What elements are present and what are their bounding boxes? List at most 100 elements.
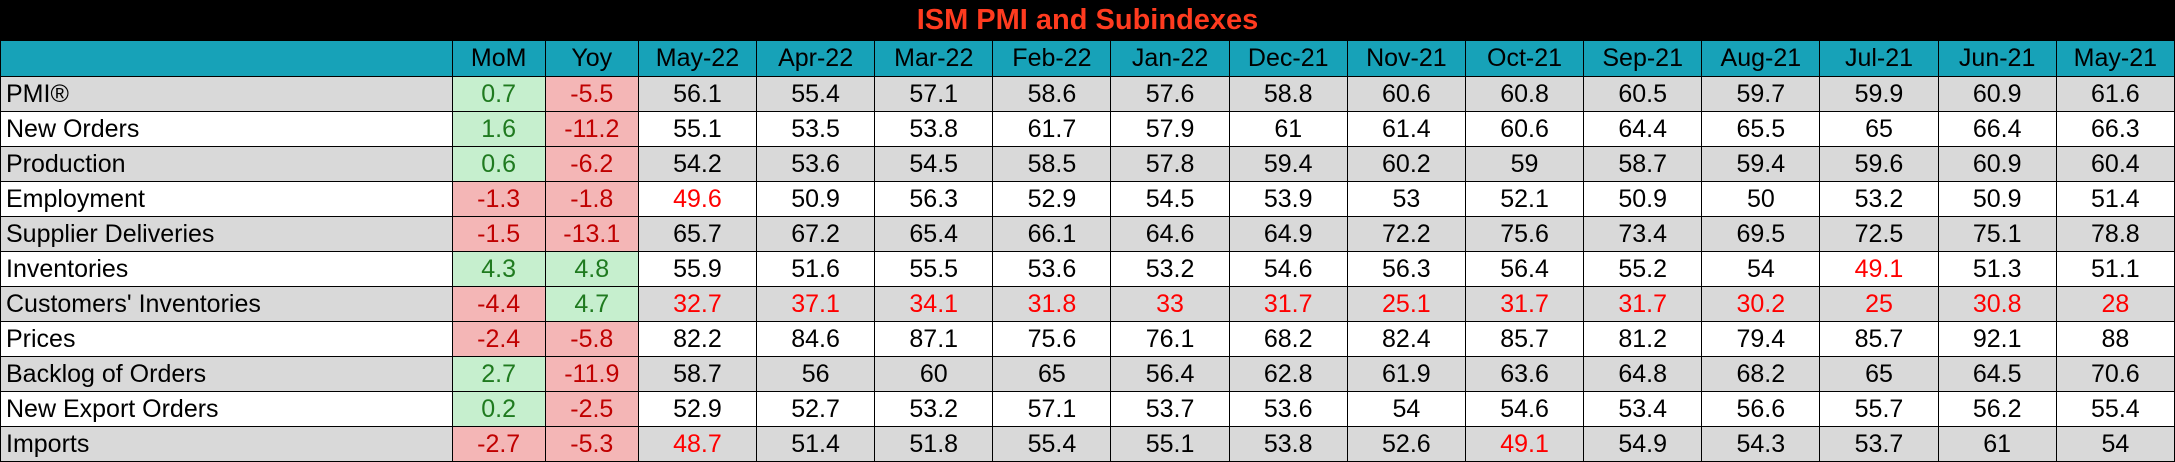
- row-label: Production: [0, 146, 453, 182]
- value-cell: 25: [1819, 286, 1939, 322]
- value-cell: 87.1: [874, 321, 994, 357]
- value-cell: 54.3: [1701, 426, 1821, 462]
- value-cell: 55.9: [637, 251, 758, 287]
- value-cell: 50: [1701, 181, 1821, 217]
- value-cell: 57.1: [992, 391, 1112, 427]
- row-label: Employment: [0, 181, 453, 217]
- value-cell: 49.1: [1464, 426, 1585, 462]
- table-row: Inventories 4.3 4.8 55.9 51.6 55.5 53.6 53.2 54.…: [0, 251, 2175, 287]
- value-cell: 52.9: [992, 181, 1112, 217]
- value-cell: 61.6: [2055, 76, 2175, 112]
- value-cell: 53.2: [1110, 251, 1230, 287]
- yoy-change-cell: -2.5: [544, 391, 639, 427]
- value-cell: 66.1: [992, 216, 1112, 252]
- header-label-cell: [0, 40, 453, 77]
- row-label: Imports: [0, 426, 453, 462]
- value-cell: 81.2: [1583, 321, 1703, 357]
- row-label: Prices: [0, 321, 453, 357]
- value-cell: 60.8: [1464, 76, 1585, 112]
- value-cell: 78.8: [2055, 216, 2175, 252]
- value-cell: 63.6: [1464, 356, 1585, 392]
- mom-change-cell: -1.5: [451, 216, 546, 252]
- yoy-change-cell: 4.7: [544, 286, 639, 322]
- value-cell: 82.4: [1346, 321, 1466, 357]
- mom-change-cell: -1.3: [451, 181, 546, 217]
- row-label: Customers' Inventories: [0, 286, 453, 322]
- value-cell: 62.8: [1228, 356, 1348, 392]
- value-cell: 53.8: [874, 111, 994, 147]
- mom-change-cell: 0.6: [451, 146, 546, 182]
- column-header: Jul-21: [1819, 40, 1939, 77]
- value-cell: 53.8: [1228, 426, 1348, 462]
- value-cell: 85.7: [1819, 321, 1939, 357]
- column-header: Oct-21: [1464, 40, 1585, 77]
- value-cell: 54: [2055, 426, 2175, 462]
- column-header: Feb-22: [992, 40, 1112, 77]
- value-cell: 55.4: [756, 76, 876, 112]
- value-cell: 55.1: [1110, 426, 1230, 462]
- value-cell: 53: [1346, 181, 1466, 217]
- value-cell: 54.9: [1583, 426, 1703, 462]
- yoy-change-cell: -13.1: [544, 216, 639, 252]
- value-cell: 55.1: [637, 111, 758, 147]
- row-label: New Export Orders: [0, 391, 453, 427]
- column-header: May-21: [2055, 40, 2175, 77]
- value-cell: 53.6: [1228, 391, 1348, 427]
- column-header: Apr-22: [756, 40, 876, 77]
- value-cell: 59: [1464, 146, 1585, 182]
- row-label: New Orders: [0, 111, 453, 147]
- value-cell: 57.8: [1110, 146, 1230, 182]
- value-cell: 53.5: [756, 111, 876, 147]
- column-header: Jun-21: [1937, 40, 2057, 77]
- column-header: Mar-22: [874, 40, 994, 77]
- value-cell: 49.1: [1819, 251, 1939, 287]
- value-cell: 60: [874, 356, 994, 392]
- value-cell: 28: [2055, 286, 2175, 322]
- value-cell: 66.3: [2055, 111, 2175, 147]
- value-cell: 65.5: [1701, 111, 1821, 147]
- table-row: Employment -1.3 -1.8 49.6 50.9 56.3 52.9 54.5 53…: [0, 181, 2175, 217]
- value-cell: 68.2: [1701, 356, 1821, 392]
- yoy-change-cell: -5.3: [544, 426, 639, 462]
- value-cell: 60.9: [1937, 76, 2057, 112]
- value-cell: 84.6: [756, 321, 876, 357]
- value-cell: 50.9: [1937, 181, 2057, 217]
- row-label: PMI®: [0, 76, 453, 112]
- table-row: Prices -2.4 -5.8 82.2 84.6 87.1 75.6 76.1 68.2 82…: [0, 321, 2175, 357]
- column-header: Aug-21: [1701, 40, 1821, 77]
- value-cell: 76.1: [1110, 321, 1230, 357]
- yoy-change-cell: -5.5: [544, 76, 639, 112]
- value-cell: 61.7: [992, 111, 1112, 147]
- column-header: Yoy: [544, 40, 639, 77]
- mom-change-cell: 2.7: [451, 356, 546, 392]
- value-cell: 54.2: [637, 146, 758, 182]
- value-cell: 56.4: [1110, 356, 1230, 392]
- table-row: Imports -2.7 -5.3 48.7 51.4 51.8 55.4 55.1 53.8 5…: [0, 426, 2175, 462]
- value-cell: 85.7: [1464, 321, 1585, 357]
- value-cell: 52.7: [756, 391, 876, 427]
- row-label: Supplier Deliveries: [0, 216, 453, 252]
- value-cell: 60.9: [1937, 146, 2057, 182]
- value-cell: 64.8: [1583, 356, 1703, 392]
- value-cell: 58.6: [992, 76, 1112, 112]
- value-cell: 61.9: [1346, 356, 1466, 392]
- value-cell: 53.7: [1110, 391, 1230, 427]
- value-cell: 53.6: [992, 251, 1112, 287]
- value-cell: 92.1: [1937, 321, 2057, 357]
- value-cell: 31.7: [1464, 286, 1585, 322]
- ism-pmi-table: MoM Yoy May-22 Apr-22 Mar-22 Feb-22 Jan-22 Dec-…: [0, 40, 2175, 462]
- table-row: PMI® 0.7 -5.5 56.1 55.4 57.1 58.6 57.6 58.8 60.6 6…: [0, 76, 2175, 112]
- mom-change-cell: 4.3: [451, 251, 546, 287]
- table-body: PMI® 0.7 -5.5 56.1 55.4 57.1 58.6 57.6 58.8 60.6 6…: [0, 76, 2175, 462]
- value-cell: 59.9: [1819, 76, 1939, 112]
- yoy-change-cell: -5.8: [544, 321, 639, 357]
- mom-change-cell: 1.6: [451, 111, 546, 147]
- value-cell: 70.6: [2055, 356, 2175, 392]
- value-cell: 65: [992, 356, 1112, 392]
- column-header: MoM: [451, 40, 546, 77]
- value-cell: 61.4: [1346, 111, 1466, 147]
- value-cell: 60.4: [2055, 146, 2175, 182]
- value-cell: 60.6: [1346, 76, 1466, 112]
- value-cell: 59.6: [1819, 146, 1939, 182]
